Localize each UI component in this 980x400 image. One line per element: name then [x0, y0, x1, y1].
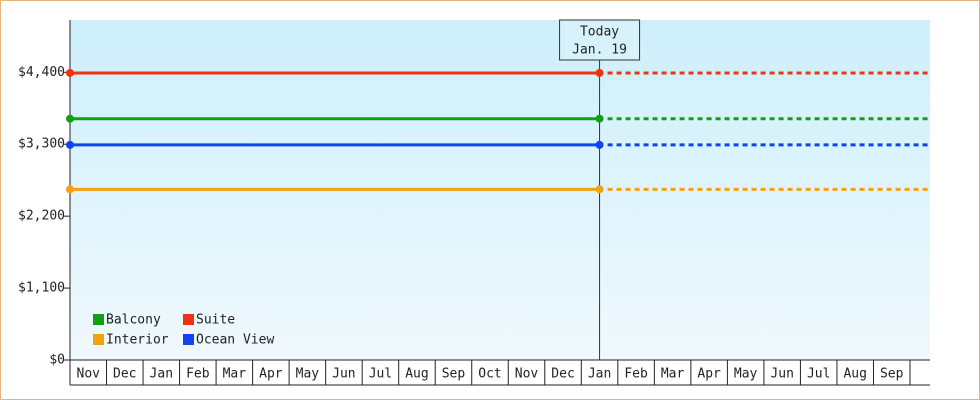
y-tick-label: $0 [49, 353, 65, 368]
x-tick-label: Jul [369, 367, 392, 382]
y-tick-label: $1,100 [18, 281, 65, 296]
legend-label: Interior [106, 333, 169, 348]
legend-label: Suite [196, 313, 235, 328]
x-tick-label: Apr [259, 367, 283, 382]
today-box [559, 19, 641, 61]
x-tick-label: Mar [223, 367, 247, 382]
legend-label: Balcony [106, 313, 161, 328]
x-tick-label: Nov [515, 367, 539, 382]
x-tick-label: Oct [478, 367, 501, 382]
y-tick-label: $3,300 [18, 137, 65, 152]
x-tick-label: Jan [150, 367, 173, 382]
point [595, 140, 604, 149]
x-tick-label: May [296, 367, 320, 382]
point [66, 114, 74, 123]
legend-swatch [183, 334, 194, 345]
x-tick-label: Apr [697, 367, 721, 382]
point [595, 68, 604, 77]
x-tick-label: Sep [880, 367, 904, 382]
legend-label: Ocean View [196, 333, 274, 348]
today-title: Today [580, 25, 619, 40]
legend-swatch [183, 314, 194, 325]
point [66, 185, 74, 194]
point [595, 185, 604, 194]
x-tick-label: Jun [332, 367, 355, 382]
legend-swatch [93, 314, 104, 325]
legend-swatch [93, 334, 104, 345]
x-tick-label: Feb [624, 367, 648, 382]
y-tick-label: $4,400 [18, 65, 65, 80]
x-tick-label: May [734, 367, 758, 382]
x-tick-label: Mar [661, 367, 685, 382]
x-tick-label: Aug [405, 367, 428, 382]
y-tick-label: $2,200 [18, 209, 65, 224]
point [595, 114, 604, 123]
x-tick-label: Sep [442, 367, 466, 382]
x-tick-label: Nov [77, 367, 101, 382]
x-tick-label: Feb [186, 367, 210, 382]
x-tick-label: Jan [588, 367, 611, 382]
point [66, 68, 74, 77]
x-tick-label: Jun [770, 367, 793, 382]
x-tick-label: Dec [113, 367, 136, 382]
x-tick-label: Jul [807, 367, 830, 382]
point [66, 140, 74, 149]
x-tick-label: Dec [551, 367, 574, 382]
x-tick-label: Aug [843, 367, 866, 382]
today-date: Jan. 19 [572, 43, 627, 58]
